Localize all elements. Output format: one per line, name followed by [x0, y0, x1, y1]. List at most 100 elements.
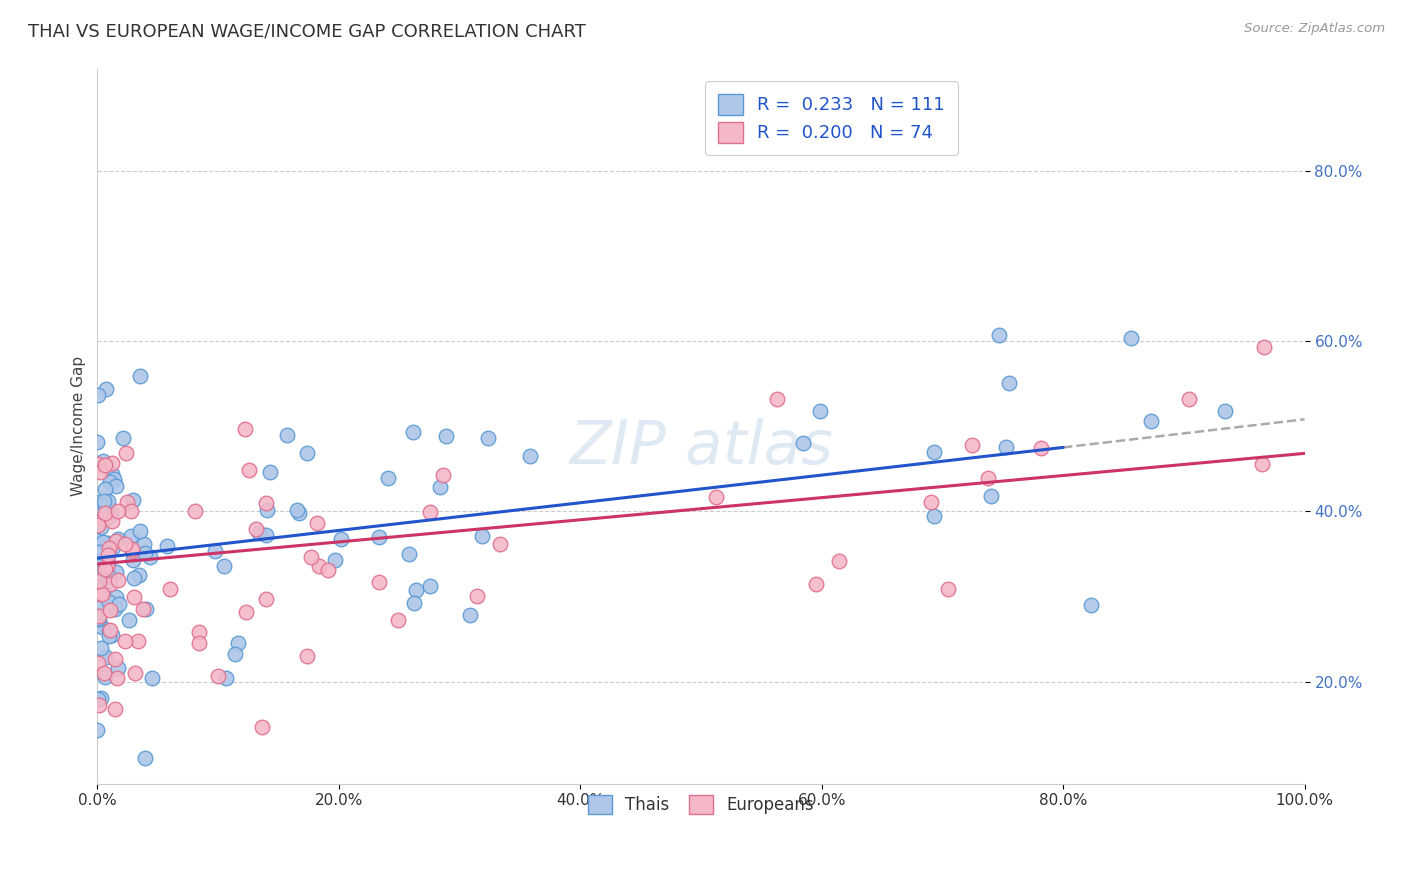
Point — [159, 582, 181, 597]
Point — [90, 596, 112, 610]
Point — [325, 553, 347, 567]
Point — [129, 524, 152, 539]
Point — [86, 656, 108, 670]
Point — [97, 556, 120, 570]
Point — [89, 582, 111, 596]
Point — [100, 507, 122, 521]
Point — [94, 670, 117, 684]
Point — [924, 509, 946, 524]
Point — [101, 514, 124, 528]
Point — [96, 568, 118, 582]
Point — [204, 543, 226, 558]
Point — [120, 528, 142, 542]
Point — [295, 445, 318, 459]
Point — [402, 596, 425, 610]
Point — [91, 534, 114, 549]
Point — [1215, 404, 1237, 418]
Point — [98, 624, 121, 638]
Point — [367, 574, 389, 589]
Point — [94, 482, 117, 496]
Point — [256, 503, 278, 517]
Point — [1178, 392, 1201, 406]
Point — [98, 574, 121, 588]
Point — [86, 617, 108, 632]
Point — [90, 587, 112, 601]
Point — [107, 661, 129, 675]
Point — [94, 649, 117, 664]
Point — [122, 553, 145, 567]
Point — [87, 500, 110, 514]
Point — [226, 636, 249, 650]
Point — [94, 500, 117, 514]
Point — [87, 533, 110, 548]
Point — [828, 554, 851, 568]
Point — [434, 429, 457, 443]
Point — [87, 518, 110, 533]
Point — [238, 463, 260, 477]
Point — [471, 529, 494, 543]
Point — [98, 603, 121, 617]
Legend: Thais, Europeans: Thais, Europeans — [576, 783, 825, 825]
Point — [93, 458, 115, 473]
Point — [519, 449, 541, 463]
Point — [86, 434, 108, 449]
Point — [458, 607, 481, 622]
Point — [980, 490, 1002, 504]
Point — [94, 382, 117, 396]
Y-axis label: Wage/Income Gap: Wage/Income Gap — [72, 356, 86, 496]
Point — [976, 471, 998, 485]
Point — [134, 546, 156, 560]
Point — [97, 541, 120, 556]
Point — [254, 496, 277, 510]
Point — [808, 404, 831, 418]
Point — [127, 634, 149, 648]
Text: ZIP atlas: ZIP atlas — [569, 418, 832, 477]
Point — [132, 602, 155, 616]
Point — [305, 516, 328, 531]
Point — [465, 589, 488, 603]
Point — [132, 536, 155, 550]
Point — [1253, 340, 1275, 354]
Point — [100, 456, 122, 470]
Point — [920, 495, 942, 509]
Point — [96, 559, 118, 574]
Point — [104, 479, 127, 493]
Point — [245, 522, 267, 536]
Point — [104, 599, 127, 614]
Point — [129, 369, 152, 384]
Point — [188, 624, 211, 639]
Point — [367, 530, 389, 544]
Point — [90, 520, 112, 534]
Point — [105, 671, 128, 685]
Point — [299, 549, 322, 564]
Point — [87, 495, 110, 509]
Point — [141, 671, 163, 685]
Point — [998, 376, 1021, 390]
Point — [287, 506, 309, 520]
Point — [90, 620, 112, 634]
Point — [207, 668, 229, 682]
Point — [995, 440, 1018, 454]
Point — [276, 428, 298, 442]
Point — [87, 457, 110, 471]
Point — [91, 512, 114, 526]
Point — [87, 388, 110, 402]
Point — [93, 563, 115, 577]
Point — [93, 454, 115, 468]
Point — [118, 613, 141, 627]
Text: Source: ZipAtlas.com: Source: ZipAtlas.com — [1244, 22, 1385, 36]
Point — [188, 636, 211, 650]
Point — [419, 579, 441, 593]
Point — [97, 510, 120, 524]
Point — [128, 568, 150, 582]
Point — [224, 647, 246, 661]
Point — [87, 545, 110, 559]
Point — [98, 629, 121, 643]
Point — [89, 574, 111, 588]
Point — [93, 561, 115, 575]
Point — [121, 492, 143, 507]
Point — [115, 494, 138, 508]
Point — [1031, 442, 1053, 456]
Point — [139, 549, 162, 564]
Point — [135, 602, 157, 616]
